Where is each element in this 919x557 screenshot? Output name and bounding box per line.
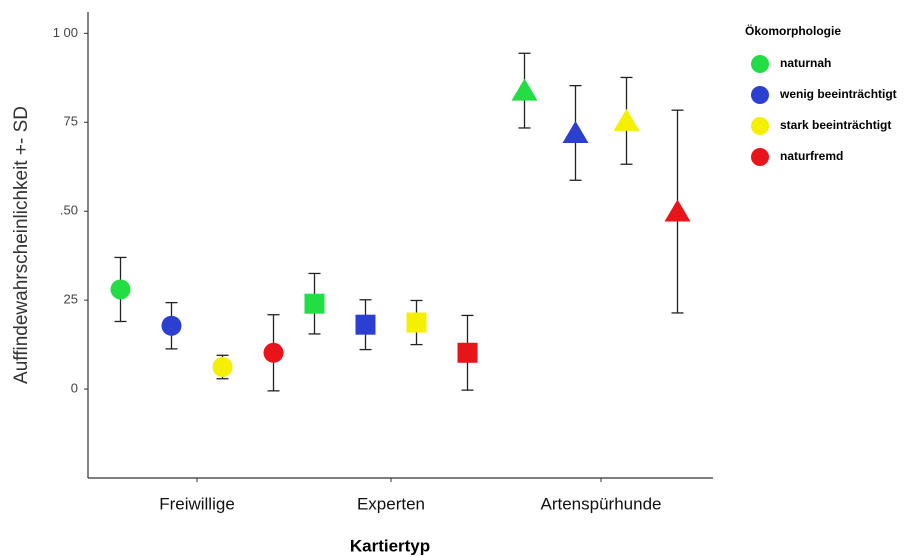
legend-swatch: [751, 148, 769, 166]
point: [613, 108, 640, 131]
legend-label: wenig beeinträchtigt: [779, 87, 897, 101]
y-tick-label: 1 00: [53, 25, 78, 40]
legend-swatch: [751, 117, 769, 135]
y-tick-label: .50: [60, 203, 78, 218]
legend-label: stark beeinträchtigt: [780, 118, 891, 132]
point: [457, 342, 478, 363]
point: [161, 315, 182, 336]
x-tick-label: Experten: [357, 494, 425, 513]
point: [355, 314, 376, 335]
legend-label: naturnah: [780, 56, 831, 70]
y-tick-label: 75: [64, 114, 78, 129]
y-tick-label: 0: [71, 381, 78, 396]
legend-label: naturfremd: [780, 149, 843, 163]
y-axis-label: Auffindewahrscheinlichkeit +- SD: [11, 106, 32, 384]
x-axis-label: Kartiertyp: [350, 536, 430, 555]
x-tick-label: Artenspürhunde: [541, 494, 662, 513]
x-tick-label: Freiwillige: [159, 494, 235, 513]
point: [212, 357, 233, 378]
point: [110, 279, 131, 300]
point: [304, 293, 325, 314]
legend-swatch: [751, 86, 769, 104]
legend-swatch: [751, 55, 769, 73]
point: [664, 199, 691, 222]
point: [511, 78, 538, 101]
y-tick-label: 25: [64, 292, 78, 307]
point: [406, 312, 427, 333]
legend-title: Ökomorphologie: [745, 23, 841, 38]
point: [562, 120, 589, 143]
point: [263, 342, 284, 363]
